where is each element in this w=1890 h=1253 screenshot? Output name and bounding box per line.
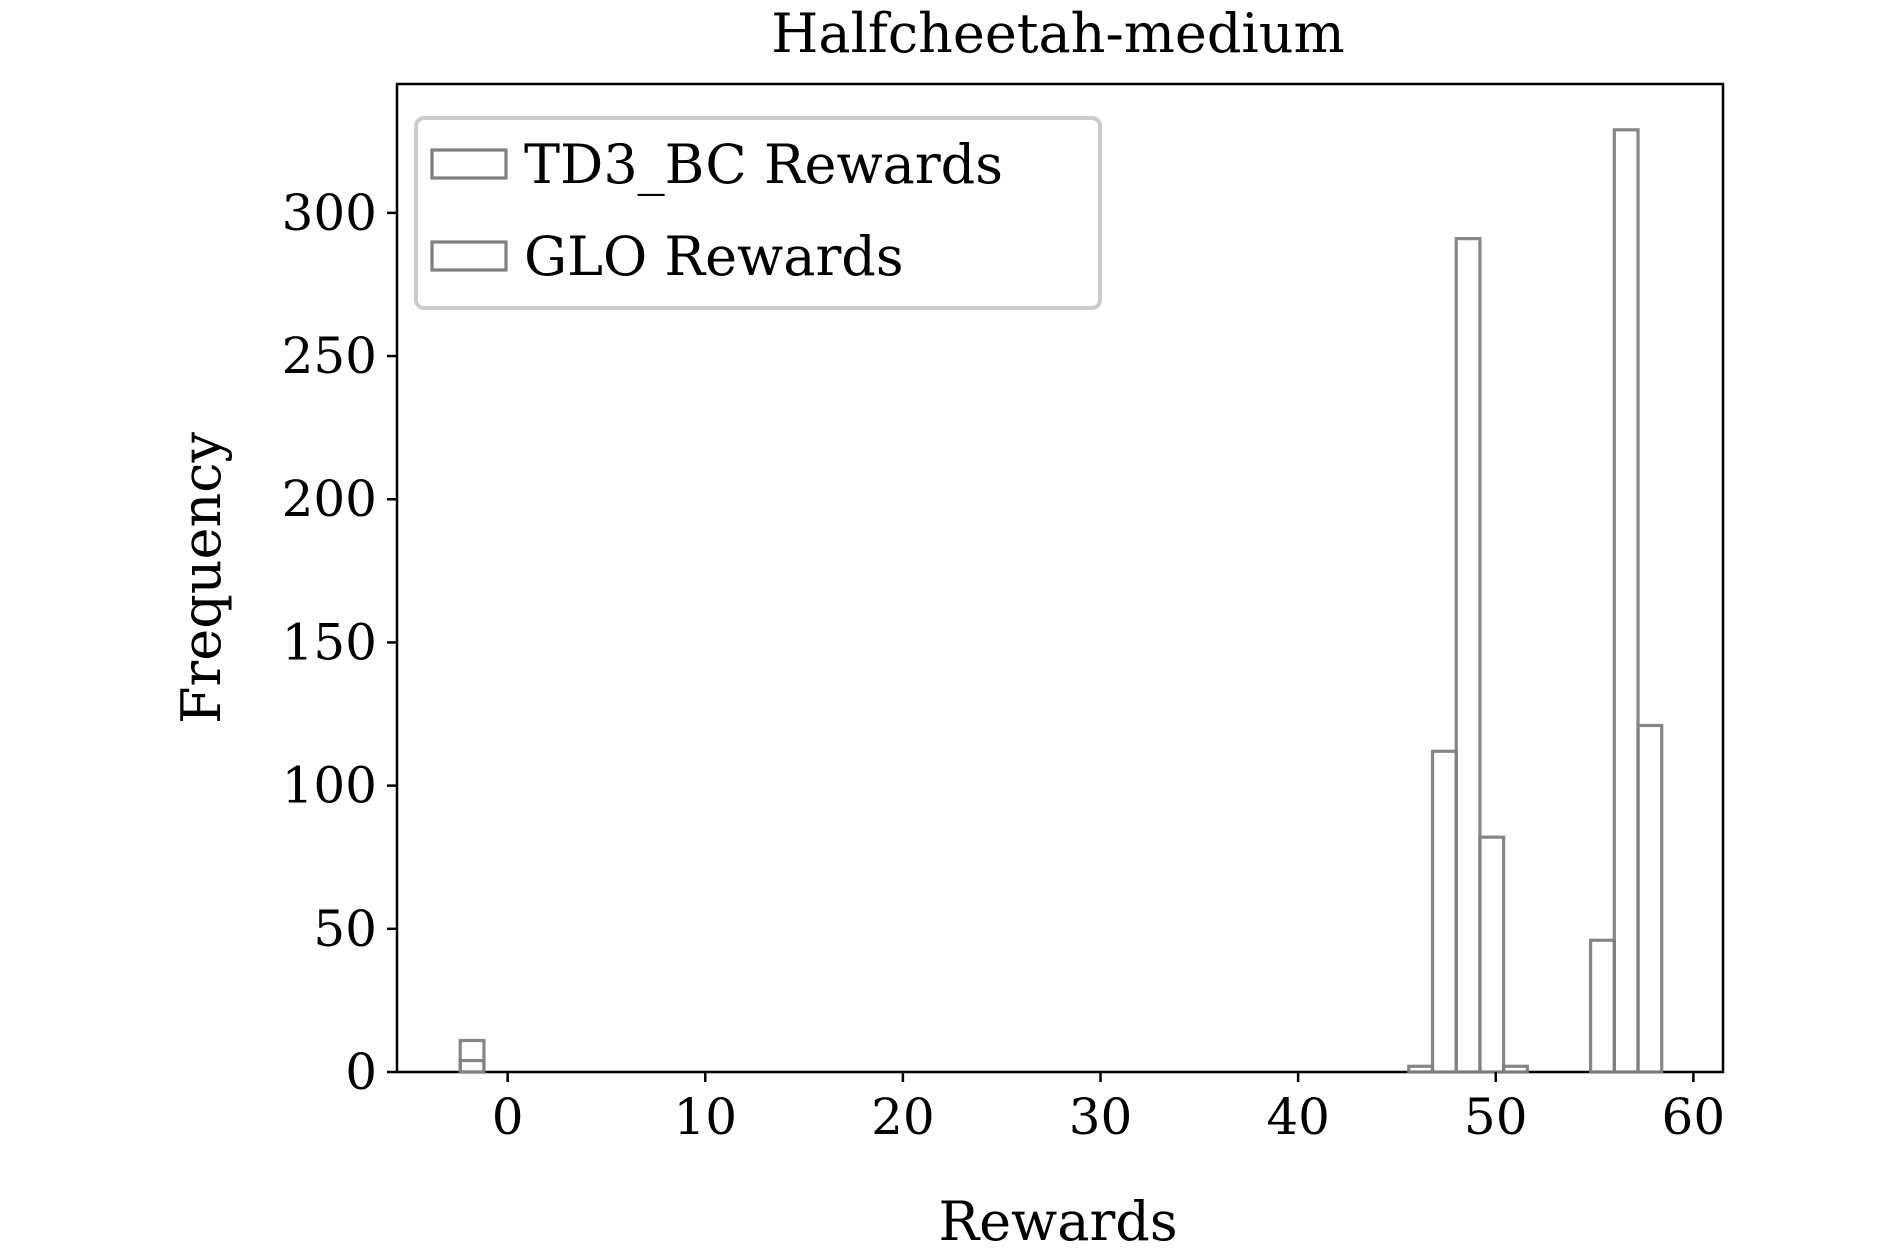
histogram-bar-s1-5 [1454, 237, 1482, 1074]
y-tick-label: 0 [345, 1043, 377, 1101]
legend: TD3_BC Rewards GLO Rewards [414, 116, 1102, 310]
legend-box [414, 116, 1102, 310]
x-tick-label: 40 [1266, 1088, 1330, 1146]
y-tick-label: 100 [282, 757, 377, 815]
x-axis-ticks: 0 10 20 30 40 50 60 [492, 1072, 1725, 1146]
histogram-bar-s1-6 [1478, 835, 1506, 1074]
x-axis-label: Rewards [938, 1190, 1177, 1253]
y-tick-label: 50 [313, 900, 377, 958]
y-axis-ticks: 0 50 100 150 200 250 300 [282, 184, 397, 1101]
x-tick-label: 20 [871, 1088, 935, 1146]
legend-swatch-2 [430, 240, 508, 272]
x-tick-label: 30 [1069, 1088, 1133, 1146]
histogram-bar-s1-7 [1502, 1064, 1529, 1074]
y-tick-label: 200 [282, 470, 377, 528]
legend-swatch-1 [430, 148, 508, 180]
y-tick-label: 300 [282, 184, 377, 242]
x-tick-label: 0 [492, 1088, 524, 1146]
x-tick-label: 60 [1662, 1088, 1726, 1146]
histogram-bar-s1-4 [1430, 749, 1458, 1074]
legend-label-1: TD3_BC Rewards [524, 133, 1003, 196]
y-tick-label: 250 [282, 327, 377, 385]
x-tick-label: 50 [1464, 1088, 1528, 1146]
histogram-bar-s2-3 [1612, 128, 1640, 1074]
chart-title: Halfcheetah-medium [771, 2, 1344, 65]
histogram-bar-s1-3 [1407, 1064, 1435, 1074]
histogram-bar-s2-4 [1636, 723, 1664, 1074]
y-tick-label: 150 [282, 613, 377, 671]
plot-area-frame [395, 82, 1725, 1074]
y-axis-label: Frequency [170, 431, 233, 724]
histogram-bars [458, 128, 1664, 1074]
x-tick-label: 10 [673, 1088, 737, 1146]
histogram-bar-s1-1 [458, 1038, 486, 1074]
legend-label-2: GLO Rewards [524, 225, 904, 288]
histogram-bar-s2-2 [1588, 938, 1616, 1074]
histogram-bar-s2-1 [458, 1058, 486, 1074]
